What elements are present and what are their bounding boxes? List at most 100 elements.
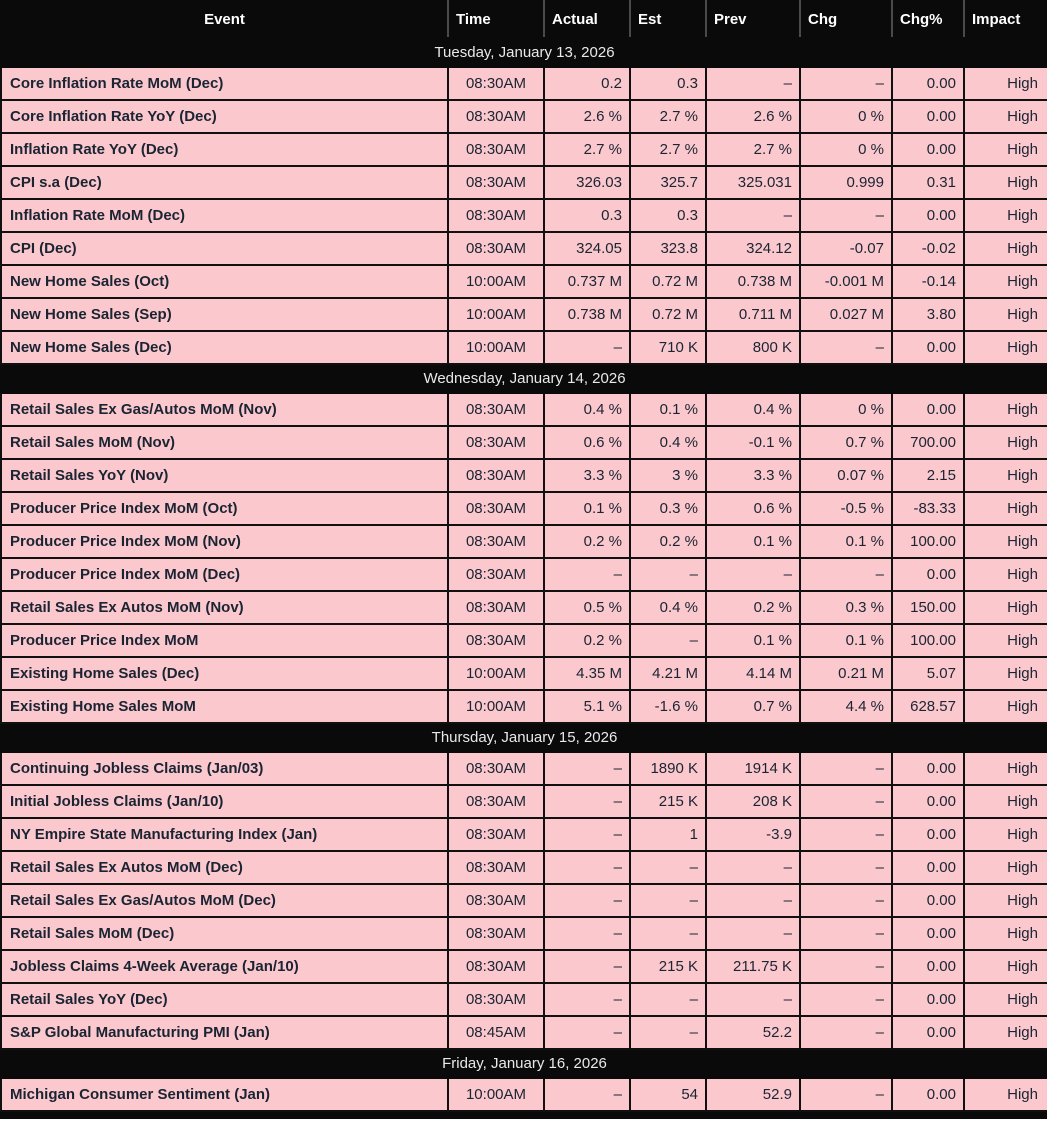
- col-header-time: Time: [447, 0, 545, 39]
- time-cell: 08:30AM: [447, 425, 545, 460]
- event-cell: Producer Price Index MoM (Oct): [0, 491, 449, 526]
- chg-cell: –: [799, 66, 893, 101]
- prev-cell: 52.9: [705, 1077, 801, 1112]
- time-cell: 08:30AM: [447, 99, 545, 134]
- impact-cell: High: [963, 524, 1047, 559]
- impact-cell: High: [963, 264, 1047, 299]
- date-separator-row: Friday, January 16, 2026: [0, 1048, 1047, 1079]
- chgpct-cell: 0.00: [891, 982, 965, 1017]
- time-cell: 08:30AM: [447, 132, 545, 167]
- table-row: Inflation Rate MoM (Dec) 08:30AM 0.3 0.3– –0…: [0, 198, 1047, 233]
- actual-cell: –: [543, 557, 631, 592]
- impact-cell: High: [963, 1077, 1047, 1112]
- chgpct-cell: 0.00: [891, 916, 965, 951]
- time-cell: 08:30AM: [447, 949, 545, 984]
- col-header-actual: Actual: [543, 0, 631, 39]
- chg-cell: 0.1 %: [799, 524, 893, 559]
- impact-cell: High: [963, 99, 1047, 134]
- table-row: Producer Price Index MoM (Dec) 08:30AM – – –…: [0, 557, 1047, 592]
- prev-cell: 0.1 %: [705, 524, 801, 559]
- est-cell: 215 K: [629, 949, 707, 984]
- prev-cell: 52.2: [705, 1015, 801, 1050]
- table-row: Continuing Jobless Claims (Jan/03) 08:30A…: [0, 751, 1047, 786]
- impact-cell: High: [963, 949, 1047, 984]
- table-row: Michigan Consumer Sentiment (Jan) 10:00AM…: [0, 1077, 1047, 1112]
- chgpct-cell: 5.07: [891, 656, 965, 691]
- time-cell: 08:30AM: [447, 623, 545, 658]
- chg-cell: 4.4 %: [799, 689, 893, 724]
- impact-cell: High: [963, 916, 1047, 951]
- est-cell: 4.21 M: [629, 656, 707, 691]
- date-separator-row: Wednesday, January 14, 2026: [0, 363, 1047, 394]
- table-row: Retail Sales Ex Gas/Autos MoM (Nov) 08:30…: [0, 392, 1047, 427]
- actual-cell: –: [543, 982, 631, 1017]
- impact-cell: High: [963, 689, 1047, 724]
- time-cell: 10:00AM: [447, 1077, 545, 1112]
- actual-cell: –: [543, 817, 631, 852]
- chg-cell: –: [799, 1015, 893, 1050]
- date-separator-label: Friday, January 16, 2026: [0, 1048, 1047, 1079]
- chg-cell: –: [799, 784, 893, 819]
- est-cell: 0.72 M: [629, 297, 707, 332]
- prev-cell: –: [705, 982, 801, 1017]
- table-row: Initial Jobless Claims (Jan/10) 08:30AM –2…: [0, 784, 1047, 819]
- impact-cell: High: [963, 784, 1047, 819]
- actual-cell: –: [543, 751, 631, 786]
- actual-cell: 0.6 %: [543, 425, 631, 460]
- table-row: Core Inflation Rate MoM (Dec) 08:30AM 0.2 0…: [0, 66, 1047, 101]
- est-cell: –: [629, 883, 707, 918]
- time-cell: 10:00AM: [447, 689, 545, 724]
- prev-cell: 0.738 M: [705, 264, 801, 299]
- chg-cell: 0.21 M: [799, 656, 893, 691]
- col-header-chg: Chg: [799, 0, 893, 39]
- actual-cell: –: [543, 330, 631, 365]
- est-cell: 0.4 %: [629, 590, 707, 625]
- chg-cell: –: [799, 751, 893, 786]
- impact-cell: High: [963, 198, 1047, 233]
- table-row: Retail Sales MoM (Dec) 08:30AM – – – –0.00 Hig…: [0, 916, 1047, 951]
- actual-cell: 0.4 %: [543, 392, 631, 427]
- chgpct-cell: 150.00: [891, 590, 965, 625]
- est-cell: –: [629, 850, 707, 885]
- time-cell: 08:30AM: [447, 590, 545, 625]
- est-cell: 0.3: [629, 198, 707, 233]
- est-cell: 1890 K: [629, 751, 707, 786]
- table-row: Retail Sales Ex Autos MoM (Nov) 08:30AM 0.…: [0, 590, 1047, 625]
- event-cell: CPI (Dec): [0, 231, 449, 266]
- chgpct-cell: 0.00: [891, 751, 965, 786]
- time-cell: 08:30AM: [447, 883, 545, 918]
- event-cell: Core Inflation Rate MoM (Dec): [0, 66, 449, 101]
- est-cell: –: [629, 982, 707, 1017]
- est-cell: 2.7 %: [629, 99, 707, 134]
- chg-cell: –: [799, 1077, 893, 1112]
- event-cell: New Home Sales (Dec): [0, 330, 449, 365]
- actual-cell: 0.737 M: [543, 264, 631, 299]
- chg-cell: –: [799, 949, 893, 984]
- table-row: New Home Sales (Sep) 10:00AM 0.738 M 0.72 M…: [0, 297, 1047, 332]
- actual-cell: –: [543, 883, 631, 918]
- prev-cell: 208 K: [705, 784, 801, 819]
- chgpct-cell: 0.00: [891, 330, 965, 365]
- table-row: Existing Home Sales (Dec) 10:00AM 4.35 M 4.…: [0, 656, 1047, 691]
- event-cell: Retail Sales YoY (Nov): [0, 458, 449, 493]
- prev-cell: 0.1 %: [705, 623, 801, 658]
- est-cell: 0.2 %: [629, 524, 707, 559]
- event-cell: Jobless Claims 4-Week Average (Jan/10): [0, 949, 449, 984]
- time-cell: 08:30AM: [447, 817, 545, 852]
- event-cell: Core Inflation Rate YoY (Dec): [0, 99, 449, 134]
- table-bottom-edge: [0, 1112, 1047, 1119]
- event-cell: S&P Global Manufacturing PMI (Jan): [0, 1015, 449, 1050]
- est-cell: -1.6 %: [629, 689, 707, 724]
- impact-cell: High: [963, 982, 1047, 1017]
- time-cell: 08:30AM: [447, 524, 545, 559]
- table-row: Existing Home Sales MoM 10:00AM 5.1 % -1.6 …: [0, 689, 1047, 724]
- actual-cell: 0.2 %: [543, 623, 631, 658]
- event-cell: Retail Sales MoM (Dec): [0, 916, 449, 951]
- est-cell: 215 K: [629, 784, 707, 819]
- prev-cell: 2.7 %: [705, 132, 801, 167]
- col-header-impact: Impact: [963, 0, 1047, 39]
- chg-cell: 0.1 %: [799, 623, 893, 658]
- est-cell: 2.7 %: [629, 132, 707, 167]
- event-cell: NY Empire State Manufacturing Index (Jan…: [0, 817, 449, 852]
